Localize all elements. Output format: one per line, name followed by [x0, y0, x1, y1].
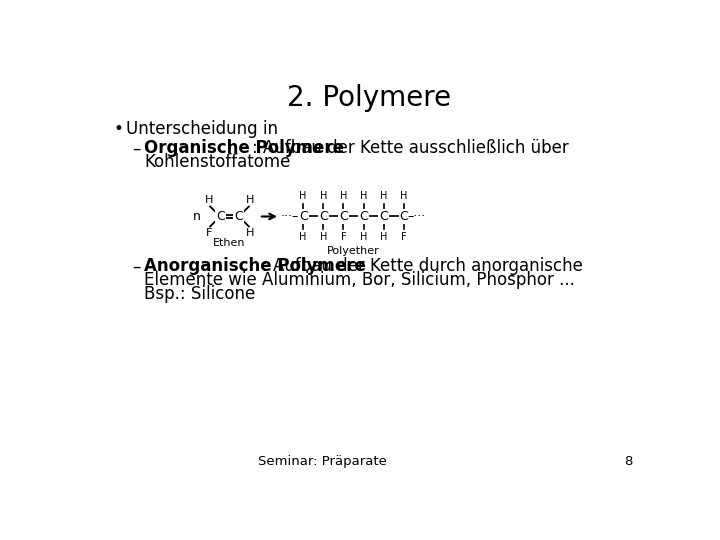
Text: H: H	[380, 191, 387, 201]
Text: H: H	[320, 232, 327, 242]
Text: C: C	[400, 210, 408, 223]
Text: Kohlenstoffatome: Kohlenstoffatome	[144, 153, 291, 171]
Text: 2. Polymere: 2. Polymere	[287, 84, 451, 112]
Text: Ethen: Ethen	[213, 238, 246, 248]
Text: H: H	[246, 195, 255, 205]
Text: : Aufbau der Kette durch anorganische: : Aufbau der Kette durch anorganische	[262, 257, 583, 275]
Text: C: C	[235, 210, 243, 223]
Text: H: H	[340, 191, 347, 201]
Text: •: •	[113, 120, 123, 138]
Text: Elemente wie Aluminium, Bor, Silicium, Phosphor ...: Elemente wie Aluminium, Bor, Silicium, P…	[144, 271, 575, 289]
Text: C: C	[216, 210, 225, 223]
Text: 8: 8	[624, 455, 632, 468]
Text: C: C	[339, 210, 348, 223]
Text: H: H	[300, 232, 307, 242]
Text: Seminar: Präparate: Seminar: Präparate	[258, 455, 387, 468]
Text: Unterscheidung in: Unterscheidung in	[126, 120, 278, 138]
Text: C: C	[379, 210, 388, 223]
Text: ···–: ···–	[281, 210, 300, 223]
Text: F: F	[205, 228, 212, 238]
Text: F: F	[341, 232, 346, 242]
Text: Bsp.: Silicone: Bsp.: Silicone	[144, 285, 256, 303]
Text: Organische Polymere: Organische Polymere	[144, 139, 344, 158]
Text: H: H	[400, 191, 408, 201]
Text: C: C	[359, 210, 368, 223]
Text: C: C	[319, 210, 328, 223]
Text: –: –	[132, 139, 141, 158]
Text: C: C	[299, 210, 307, 223]
Text: H: H	[204, 195, 213, 205]
Text: H: H	[246, 228, 255, 238]
Text: H: H	[360, 232, 367, 242]
Text: n: n	[193, 210, 201, 223]
Text: H: H	[380, 232, 387, 242]
Text: H: H	[360, 191, 367, 201]
Text: H: H	[320, 191, 327, 201]
Text: Anorganische Polymere: Anorganische Polymere	[144, 257, 366, 275]
Text: H: H	[300, 191, 307, 201]
Text: Polyether: Polyether	[327, 246, 380, 256]
Text: F: F	[401, 232, 407, 242]
Text: : Aufbau der Kette ausschließlich über: : Aufbau der Kette ausschließlich über	[252, 139, 569, 158]
Text: –: –	[132, 257, 141, 275]
Text: –···: –···	[408, 210, 426, 223]
